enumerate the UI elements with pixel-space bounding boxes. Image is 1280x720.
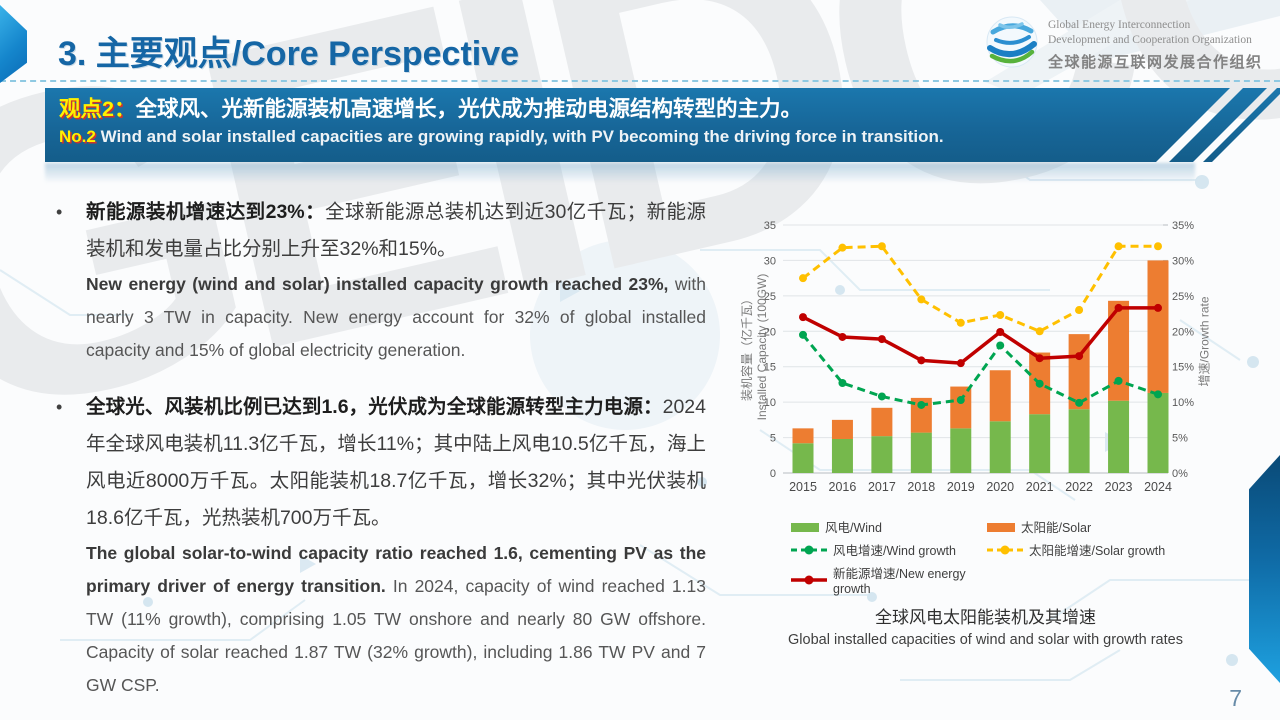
wind-growth-line-swatch — [791, 545, 827, 554]
svg-text:2022: 2022 — [1065, 480, 1093, 494]
svg-text:30%: 30% — [1172, 255, 1194, 267]
svg-text:2018: 2018 — [907, 480, 935, 494]
svg-text:25: 25 — [764, 291, 776, 303]
svg-text:2019: 2019 — [947, 480, 975, 494]
legend-label-wind: 风电/Wind — [825, 521, 882, 535]
svg-text:5%: 5% — [1172, 433, 1188, 445]
svg-text:15%: 15% — [1172, 362, 1194, 374]
left-axis-title: 装机容量（亿千瓦） Installed Capacity (100GW) — [740, 217, 770, 477]
svg-text:0%: 0% — [1172, 468, 1188, 480]
page-title: 3. 主要观点/Core Perspective — [58, 35, 520, 73]
banner-text-zh: 全球风、光新能源装机高速增长，光伏成为推动电源结构转型的主力。 — [135, 97, 802, 121]
chart-caption-zh: 全球风电太阳能装机及其增速 — [875, 608, 1096, 627]
banner-tag-en: No.2 — [59, 127, 96, 146]
bullet-2-zh-rest: 2024年全球风电装机11.3亿千瓦，增长11%；其中陆上风电10.5亿千瓦，海… — [86, 396, 706, 529]
legend-item-wind: 风电/Wind — [791, 517, 987, 536]
legend-item-solar: 太阳能/Solar — [987, 517, 1238, 536]
left-axis-title-en: Installed Capacity (100GW) — [755, 273, 769, 421]
svg-text:25%: 25% — [1172, 291, 1194, 303]
bullet-2-en-rest: In 2024, capacity of wind reached 1.13 T… — [86, 576, 706, 695]
svg-text:2024: 2024 — [1144, 480, 1172, 494]
right-axis-title: 增速/Growth rate — [1197, 296, 1212, 387]
svg-text:20%: 20% — [1172, 326, 1194, 338]
logo-text-cn: 全球能源互联网发展合作组织 — [1048, 53, 1263, 71]
legend-label-solar: 太阳能/Solar — [1021, 521, 1092, 535]
legend-label-wind-growth: 风电增速/Wind growth — [833, 544, 956, 558]
chart-caption-en: Global installed capacities of wind and … — [788, 632, 1183, 648]
legend-item-solar-growth: 太阳能增速/Solar growth — [987, 540, 1238, 559]
legend-label-solar-growth: 太阳能增速/Solar growth — [1029, 544, 1166, 558]
bullet-2-zh: 全球光、风装机比例已达到1.6，光伏成为全球能源转型主力电源：2024年全球风电… — [86, 389, 706, 537]
svg-text:5: 5 — [770, 433, 776, 445]
svg-text:0: 0 — [770, 468, 776, 480]
svg-text:35: 35 — [764, 220, 776, 232]
side-ribbon-shape — [1249, 455, 1280, 683]
svg-text:35%: 35% — [1172, 220, 1194, 232]
banner-reflection — [45, 163, 1195, 183]
solar-bar-swatch — [987, 522, 1015, 532]
legend-item-wind-growth: 风电增速/Wind growth — [791, 540, 987, 559]
svg-text:2015: 2015 — [789, 480, 817, 494]
page-number: 7 — [1229, 685, 1242, 711]
bullet-2-zh-bold: 全球光、风装机比例已达到1.6，光伏成为全球能源转型主力电源： — [86, 396, 663, 418]
wind-solar-chart: 装机容量（亿千瓦） Installed Capacity (100GW) 增速/… — [733, 192, 1238, 651]
banner-line-zh: 观点2：全球风、光新能源装机高速增长，光伏成为推动电源结构转型的主力。 — [59, 95, 1230, 124]
organization-logo: Global Energy Interconnection Developmen… — [986, 16, 1263, 73]
banner-line-en: No.2 Wind and solar installed capacities… — [59, 124, 1230, 150]
bullet-1-zh: 新能源装机增速达到23%：全球新能源总装机达到近30亿千瓦；新能源装机和发电量占… — [86, 194, 706, 268]
bullet-2-en: The global solar-to-wind capacity ratio … — [86, 537, 706, 702]
svg-text:2016: 2016 — [829, 480, 857, 494]
bullet-item-2: • 全球光、风装机比例已达到1.6，光伏成为全球能源转型主力电源：2024年全球… — [56, 389, 706, 702]
chart-legend: 风电/Wind 太阳能/Solar 风电增速/Wind growth 太阳能增速… — [791, 517, 1238, 596]
svg-text:2021: 2021 — [1026, 480, 1054, 494]
bullet-1-en-rest: with nearly 3 TW in capacity. New energy… — [86, 274, 706, 360]
svg-text:30: 30 — [764, 255, 776, 267]
svg-text:15: 15 — [764, 362, 776, 374]
banner-tag-zh: 观点2： — [59, 97, 136, 121]
bullet-1-zh-rest: 全球新能源总装机达到近30亿千瓦；新能源装机和发电量占比分别上升至32%和15%… — [86, 201, 706, 260]
bullet-1-en-bold: New energy (wind and solar) installed ca… — [86, 274, 669, 294]
svg-text:2023: 2023 — [1105, 480, 1133, 494]
solar-growth-line-swatch — [987, 545, 1023, 554]
chart-plot-area: 0 0% 5 5% 10 10% 15 15% 20 20% 25 25% 30 30% 35 35% 2015… — [764, 220, 1194, 494]
svg-text:10%: 10% — [1172, 397, 1194, 409]
bullet-2-en-bold: The global solar-to-wind capacity ratio … — [86, 543, 706, 596]
bullet-item-1: • 新能源装机增速达到23%：全球新能源总装机达到近30亿千瓦；新能源装机和发电… — [56, 194, 706, 367]
svg-text:10: 10 — [764, 397, 776, 409]
wind-bar-swatch — [791, 522, 819, 532]
left-axis-title-zh: 装机容量（亿千瓦） — [740, 293, 754, 402]
svg-text:20: 20 — [764, 326, 776, 338]
legend-label-new-energy-growth: 新能源增速/New energy growth — [833, 567, 966, 596]
viewpoint-banner: 观点2：全球风、光新能源装机高速增长，光伏成为推动电源结构转型的主力。 No.2… — [45, 88, 1230, 162]
dashed-divider — [0, 80, 1280, 82]
banner-text-en: Wind and solar installed capacities are … — [95, 127, 944, 146]
bullet-dot: • — [56, 397, 63, 417]
globe-icon — [986, 16, 1038, 73]
logo-text-en-1: Global Energy Interconnection — [1048, 18, 1191, 31]
logo-text-en-2: Development and Cooperation Organization — [1048, 33, 1252, 46]
bullet-1-en: New energy (wind and solar) installed ca… — [86, 268, 706, 367]
svg-text:2017: 2017 — [868, 480, 896, 494]
bullet-dot: • — [56, 202, 63, 222]
new-energy-growth-line-swatch — [791, 575, 827, 584]
legend-item-new-energy-growth: 新能源增速/New energy growth — [791, 563, 987, 596]
svg-text:2020: 2020 — [986, 480, 1014, 494]
bullet-1-zh-bold: 新能源装机增速达到23%： — [86, 201, 326, 223]
bullet-list: • 新能源装机增速达到23%：全球新能源总装机达到近30亿千瓦；新能源装机和发电… — [56, 194, 706, 720]
